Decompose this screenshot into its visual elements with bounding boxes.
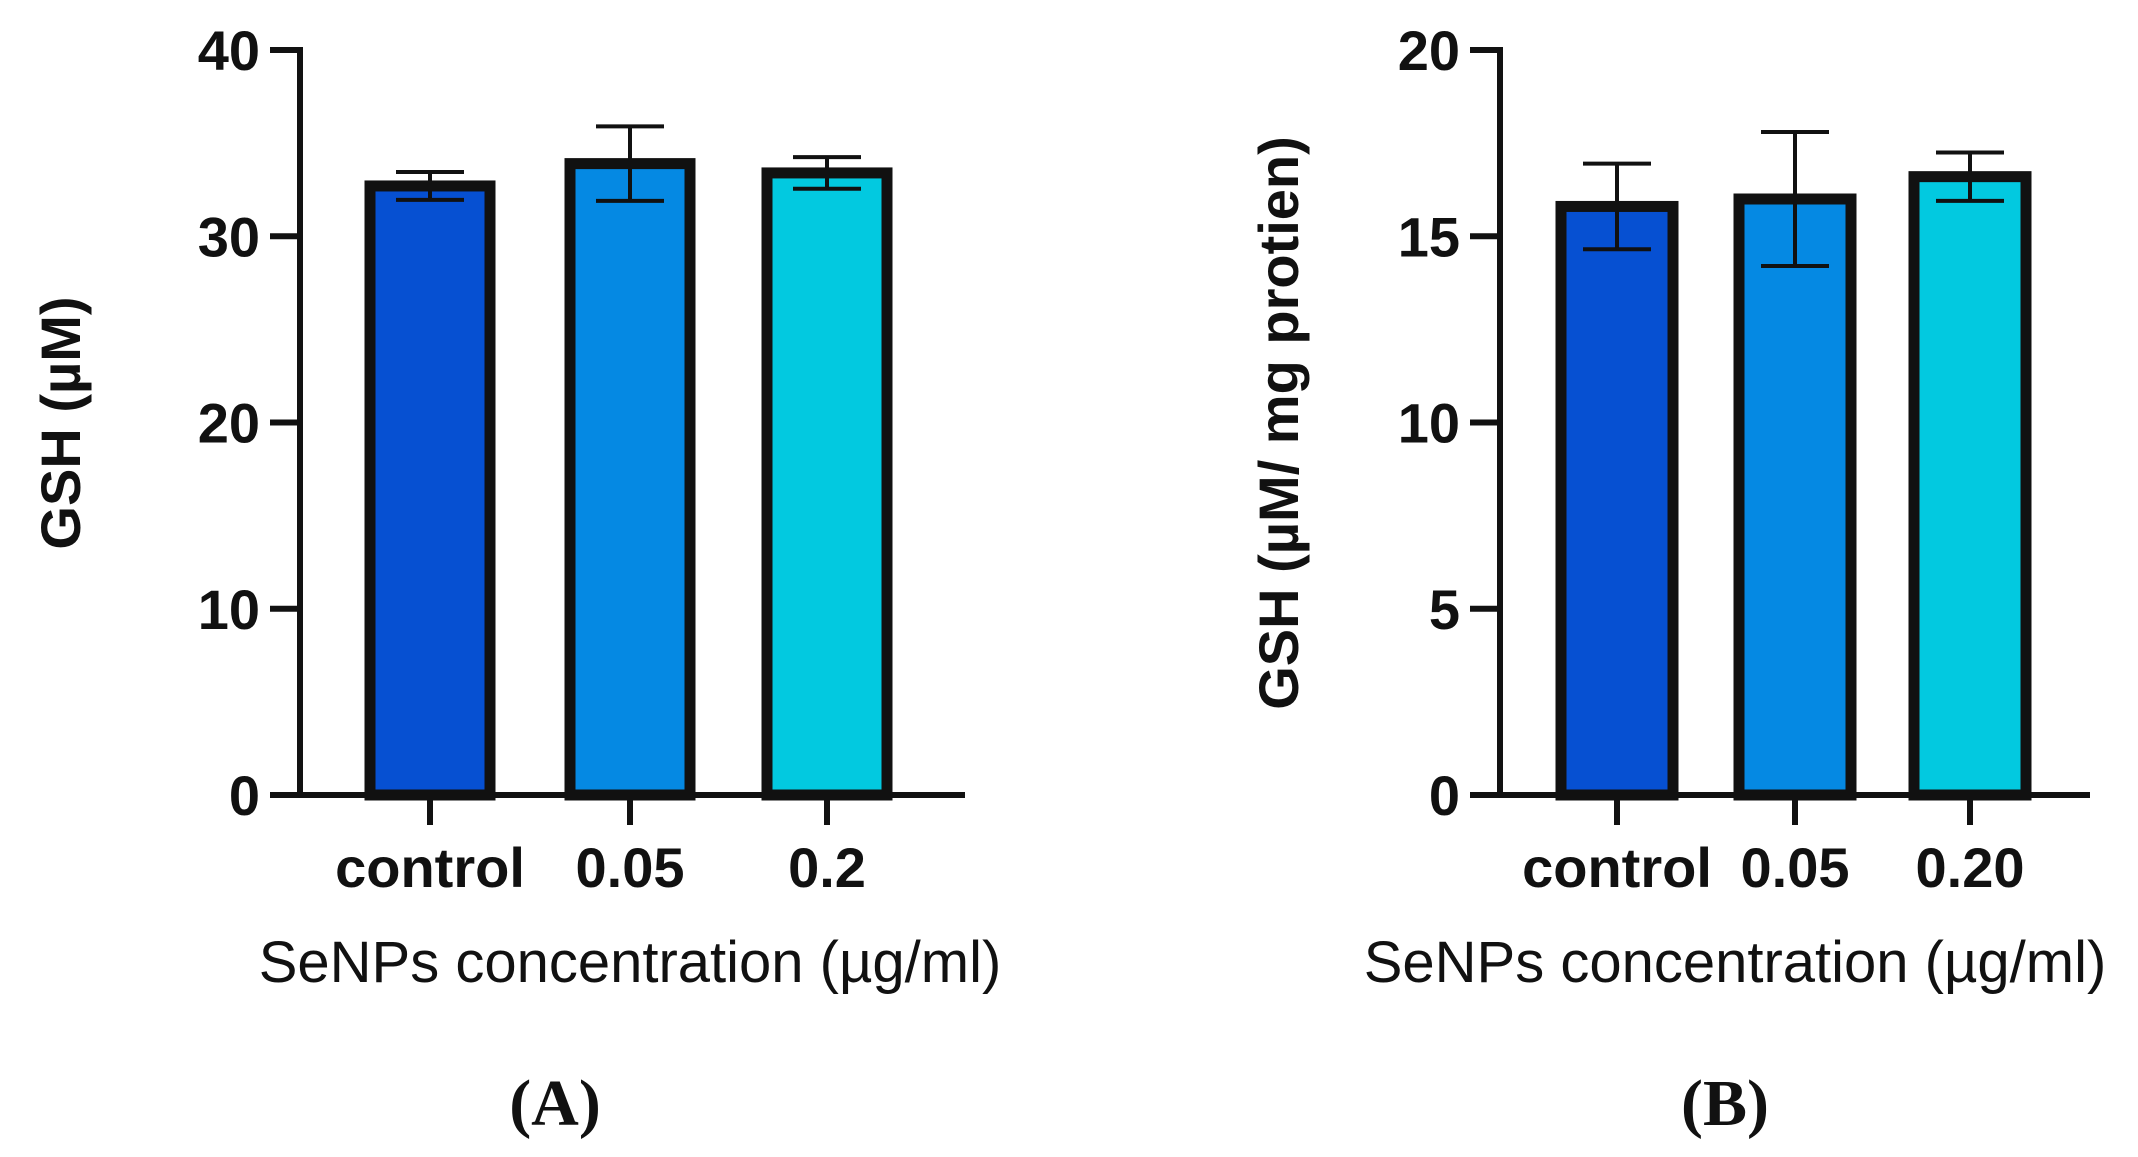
- x-axis-label: SeNPs concentration (µg/ml): [259, 930, 1002, 995]
- bar-0-05: [564, 158, 696, 801]
- y-axis-label: GSH (µM/ mg protien): [1247, 136, 1310, 710]
- error-bar: [793, 155, 861, 191]
- error-bar: [1583, 161, 1651, 252]
- y-tick-label: 10: [198, 578, 260, 641]
- y-tick-label: 20: [198, 392, 260, 455]
- x-tick-label: control: [1522, 836, 1712, 899]
- bar-0-20: [1908, 171, 2032, 801]
- y-tick-label: 15: [1398, 205, 1460, 268]
- x-tick-label: 0.05: [1741, 836, 1850, 899]
- y-tick-label: 20: [1398, 19, 1460, 82]
- y-tick-label: 40: [198, 19, 260, 82]
- panel-label: (A): [509, 1067, 601, 1140]
- x-axis-label: SeNPs concentration (µg/ml): [1364, 930, 2107, 995]
- x-tick-label: 0.05: [576, 836, 685, 899]
- bar-control: [364, 180, 496, 801]
- y-tick-label: 0: [229, 764, 260, 827]
- y-tick-label: 30: [198, 205, 260, 268]
- panel-b-chart: GSH (µM/ mg protien) SeNPs concentration…: [1247, 19, 2106, 1140]
- error-bar: [396, 169, 464, 202]
- x-tick-label: 0.2: [788, 836, 866, 899]
- error-bar: [1936, 150, 2004, 203]
- y-tick-label: 5: [1429, 578, 1460, 641]
- panel-a-chart: GSH (µM) SeNPs concentration (µg/ml) (A)…: [29, 19, 1001, 1140]
- y-tick-label: 10: [1398, 392, 1460, 455]
- bar-control: [1555, 200, 1679, 801]
- y-axis-label: GSH (µM): [29, 296, 92, 549]
- x-tick-label: control: [335, 836, 525, 899]
- y-tick-label: 0: [1429, 764, 1460, 827]
- bar-0-05: [1733, 193, 1857, 801]
- error-bar: [596, 124, 664, 203]
- x-tick-label: 0.20: [1916, 836, 2025, 899]
- error-bar: [1761, 129, 1829, 269]
- bar-0-2: [761, 167, 893, 801]
- panel-label: (B): [1681, 1067, 1769, 1140]
